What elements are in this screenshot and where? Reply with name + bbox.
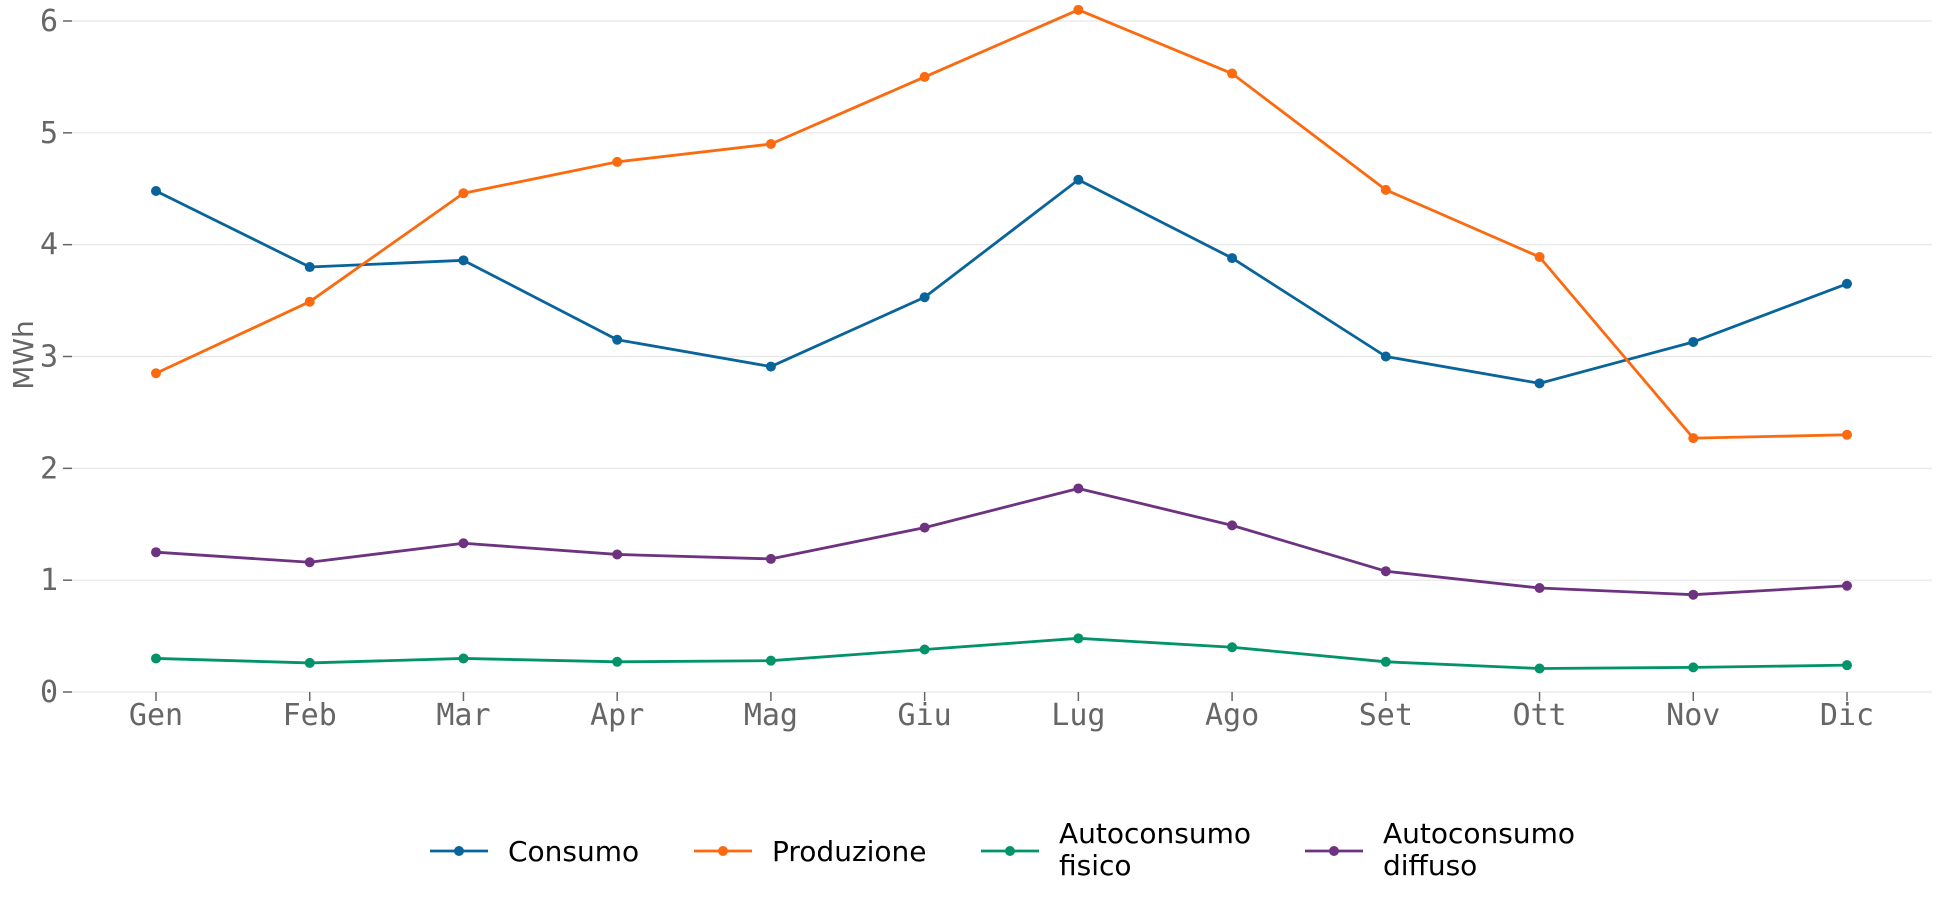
x-tick-label: Lug bbox=[1051, 698, 1105, 733]
data-point bbox=[919, 644, 930, 655]
data-point bbox=[1842, 278, 1852, 289]
data-point bbox=[1380, 184, 1391, 195]
series-layer bbox=[151, 4, 1852, 674]
data-point bbox=[919, 522, 930, 533]
y-tick-label: 1 bbox=[40, 563, 58, 598]
legend-marker bbox=[1005, 846, 1015, 856]
y-tick-label: 0 bbox=[40, 675, 58, 710]
legend-marker bbox=[454, 846, 464, 856]
data-point bbox=[304, 657, 315, 668]
data-point bbox=[1073, 174, 1084, 185]
legend-marker bbox=[1329, 846, 1339, 856]
legend: Consumo ProduzioneAutoconsumofisicoAutoco… bbox=[430, 817, 1575, 882]
y-axis-title: MWh bbox=[7, 320, 40, 390]
legend-label: Consumo bbox=[508, 835, 639, 868]
x-tick-label: Feb bbox=[283, 698, 337, 733]
x-tick-label: Nov bbox=[1666, 698, 1720, 733]
data-point bbox=[1534, 378, 1545, 389]
legend-label: diffuso bbox=[1383, 849, 1477, 882]
x-tick-label: Mar bbox=[436, 698, 490, 733]
data-point bbox=[1380, 566, 1391, 577]
data-point bbox=[1688, 433, 1699, 444]
series-line bbox=[155, 8, 1848, 440]
x-tick-label: Giu bbox=[898, 698, 952, 733]
legend-marker bbox=[718, 846, 728, 856]
legend-label: fisico bbox=[1059, 849, 1132, 882]
x-tick-label: Dic bbox=[1820, 698, 1874, 733]
y-tick-label: 5 bbox=[40, 116, 58, 151]
data-point bbox=[151, 368, 161, 379]
data-point bbox=[1227, 253, 1238, 264]
data-point bbox=[1380, 351, 1391, 362]
series-line bbox=[155, 178, 1848, 385]
legend-label: Produzione bbox=[772, 835, 927, 868]
y-tick-label: 6 bbox=[40, 4, 58, 39]
y-tick-label: 3 bbox=[40, 340, 58, 375]
data-point bbox=[612, 549, 623, 560]
data-point bbox=[765, 139, 776, 150]
data-point bbox=[919, 292, 930, 303]
legend-item: Produzione bbox=[694, 835, 927, 868]
x-tick-label: Apr bbox=[590, 698, 644, 733]
data-point bbox=[765, 553, 776, 564]
data-point bbox=[458, 255, 469, 266]
data-point bbox=[1842, 660, 1852, 671]
data-point bbox=[1073, 633, 1084, 644]
series-line bbox=[155, 487, 1848, 597]
data-point bbox=[304, 296, 315, 307]
series-produzione bbox=[151, 4, 1852, 444]
data-point bbox=[1073, 483, 1084, 494]
x-tick-label: Set bbox=[1359, 698, 1413, 733]
data-point bbox=[1380, 656, 1391, 667]
data-point bbox=[1688, 589, 1699, 600]
data-point bbox=[612, 656, 623, 667]
y-axis: 0 1 2 3 4 5 6 bbox=[40, 4, 72, 710]
data-point bbox=[1227, 520, 1238, 531]
legend-label: Autoconsumo bbox=[1383, 817, 1575, 850]
data-point bbox=[458, 653, 469, 664]
x-axis: Gen Feb Mar Apr Mag Giu Lug Ago Set Ott Nov Dic bbox=[129, 692, 1874, 733]
data-point bbox=[151, 653, 161, 664]
series-autoconsumo-diffuso bbox=[151, 483, 1852, 600]
data-point bbox=[919, 71, 930, 82]
gridlines bbox=[72, 20, 1932, 693]
x-tick-label: Gen bbox=[129, 698, 183, 733]
data-point bbox=[1842, 429, 1852, 440]
data-point bbox=[612, 334, 623, 345]
data-point bbox=[1688, 662, 1699, 673]
data-point bbox=[612, 156, 623, 167]
data-point bbox=[765, 655, 776, 666]
data-point bbox=[458, 538, 469, 549]
data-point bbox=[765, 361, 776, 372]
data-point bbox=[1534, 582, 1545, 593]
series-line bbox=[155, 636, 1848, 670]
x-tick-label: Mag bbox=[744, 698, 798, 733]
y-tick-label: 4 bbox=[40, 228, 58, 263]
data-point bbox=[304, 557, 315, 568]
series-consumo bbox=[151, 174, 1852, 389]
x-tick-label: Ago bbox=[1205, 698, 1259, 733]
data-point bbox=[1227, 68, 1238, 79]
data-point bbox=[1842, 580, 1852, 591]
y-tick-label: 2 bbox=[40, 451, 58, 486]
data-point bbox=[1073, 4, 1084, 15]
data-point bbox=[1688, 336, 1699, 347]
data-point bbox=[304, 262, 315, 273]
series-autoconsumo-fisico bbox=[151, 633, 1852, 674]
legend-item: Consumo bbox=[430, 835, 639, 868]
legend-label: Autoconsumo bbox=[1059, 817, 1251, 850]
data-point bbox=[1534, 251, 1545, 262]
data-point bbox=[151, 185, 161, 196]
data-point bbox=[1534, 663, 1545, 674]
x-tick-label: Ott bbox=[1512, 698, 1566, 733]
data-point bbox=[1227, 642, 1238, 653]
data-point bbox=[151, 547, 161, 558]
data-point bbox=[458, 188, 469, 199]
